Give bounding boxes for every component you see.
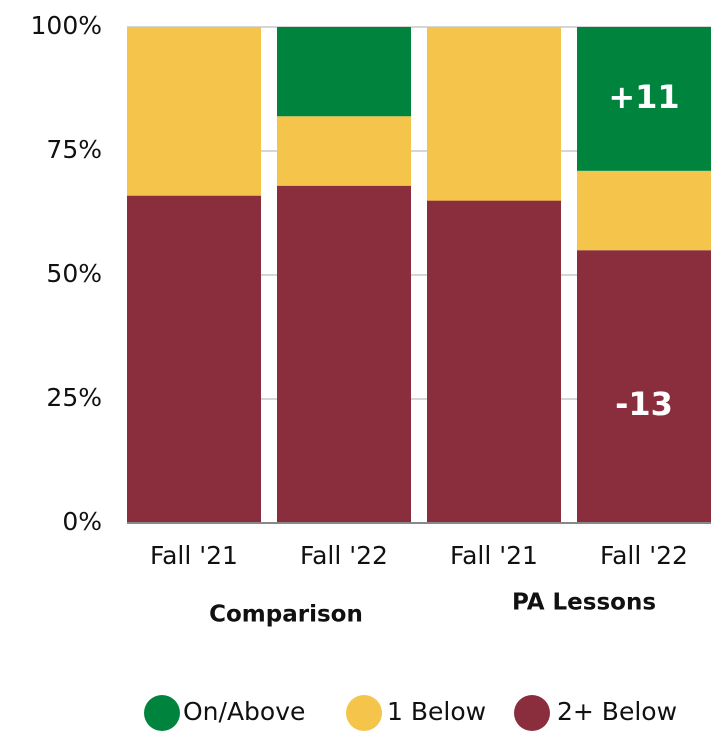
bar-segment [277,116,411,186]
x-tick-label: Fall '22 [600,541,688,570]
legend-swatch [514,695,550,731]
y-tick-label: 100% [31,11,102,40]
bar-segment [127,27,261,196]
y-tick-label: 0% [62,507,102,536]
bar-segment [427,27,561,201]
legend-swatch [144,695,180,731]
bar-segment [577,250,711,523]
legend-label: 2+ Below [557,697,677,726]
y-tick-label: 50% [46,259,102,288]
annotation: +11 [608,78,679,116]
bar-segment [427,200,561,523]
legend-label: 1 Below [387,697,486,726]
legend-swatch [346,695,382,731]
group-label: PA Lessons [512,590,656,616]
group-label: Comparison [209,602,363,628]
x-tick-label: Fall '21 [450,541,538,570]
y-tick-label: 25% [46,383,102,412]
x-tick-label: Fall '22 [300,541,388,570]
bar-segment [577,27,711,171]
y-tick-label: 75% [46,135,102,164]
bar-segment [127,195,261,523]
legend-label: On/Above [183,697,305,726]
bar-segment [577,170,711,251]
x-tick-label: Fall '21 [150,541,238,570]
bar-segment [277,27,411,117]
bar-segment [277,185,411,523]
annotation: -13 [615,385,673,423]
